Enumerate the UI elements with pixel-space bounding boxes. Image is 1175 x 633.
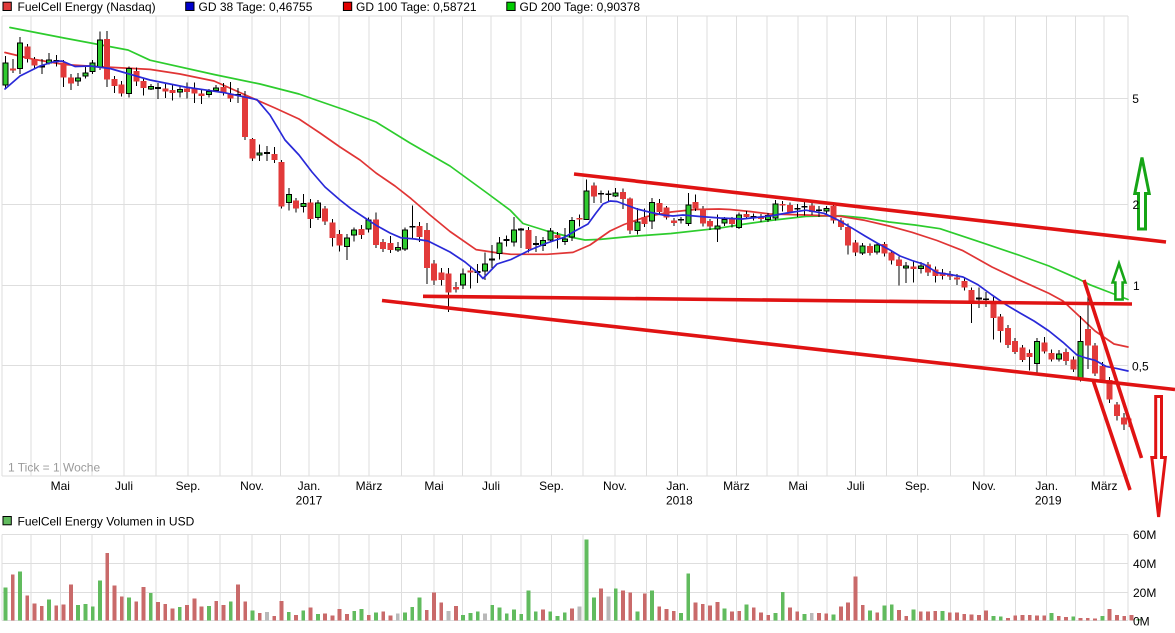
svg-text:Sep.: Sep. bbox=[905, 479, 930, 493]
svg-text:2018: 2018 bbox=[666, 494, 693, 508]
svg-text:Jan.: Jan. bbox=[1035, 479, 1058, 493]
svg-text:1: 1 bbox=[1133, 279, 1140, 293]
svg-text:Nov.: Nov. bbox=[972, 479, 996, 493]
svg-text:Nov.: Nov. bbox=[603, 479, 627, 493]
svg-text:GD 100 Tage: 0,58721: GD 100 Tage: 0,58721 bbox=[356, 0, 477, 14]
svg-text:2017: 2017 bbox=[296, 494, 323, 508]
svg-text:Mai: Mai bbox=[424, 479, 443, 493]
svg-text:Sep.: Sep. bbox=[539, 479, 564, 493]
svg-text:FuelCell Energy Volumen in USD: FuelCell Energy Volumen in USD bbox=[18, 515, 195, 529]
svg-text:2019: 2019 bbox=[1035, 494, 1062, 508]
svg-text:Mai: Mai bbox=[788, 479, 807, 493]
svg-text:März: März bbox=[1091, 479, 1118, 493]
svg-text:Juli: Juli bbox=[115, 479, 133, 493]
svg-text:Mai: Mai bbox=[51, 479, 70, 493]
svg-text:60M: 60M bbox=[1133, 528, 1156, 542]
svg-text:GD 38 Tage: 0,46755: GD 38 Tage: 0,46755 bbox=[199, 0, 313, 14]
svg-text:Nov.: Nov. bbox=[240, 479, 264, 493]
svg-text:FuelCell Energy (Nasdaq): FuelCell Energy (Nasdaq) bbox=[18, 0, 156, 14]
svg-text:Sep.: Sep. bbox=[176, 479, 201, 493]
svg-text:März: März bbox=[723, 479, 750, 493]
svg-text:0,5: 0,5 bbox=[1132, 360, 1149, 374]
svg-text:5: 5 bbox=[1132, 92, 1139, 106]
svg-text:März: März bbox=[356, 479, 383, 493]
svg-text:Juli: Juli bbox=[482, 479, 500, 493]
svg-text:GD 200 Tage: 0,90378: GD 200 Tage: 0,90378 bbox=[520, 0, 641, 14]
svg-text:Jan.: Jan. bbox=[666, 479, 689, 493]
svg-text:1 Tick = 1 Woche: 1 Tick = 1 Woche bbox=[8, 461, 100, 475]
svg-text:20M: 20M bbox=[1133, 586, 1156, 600]
svg-text:Juli: Juli bbox=[847, 479, 865, 493]
svg-text:0M: 0M bbox=[1133, 615, 1150, 629]
svg-text:2: 2 bbox=[1133, 198, 1140, 212]
svg-text:Jan.: Jan. bbox=[298, 479, 321, 493]
svg-text:40M: 40M bbox=[1133, 557, 1156, 571]
